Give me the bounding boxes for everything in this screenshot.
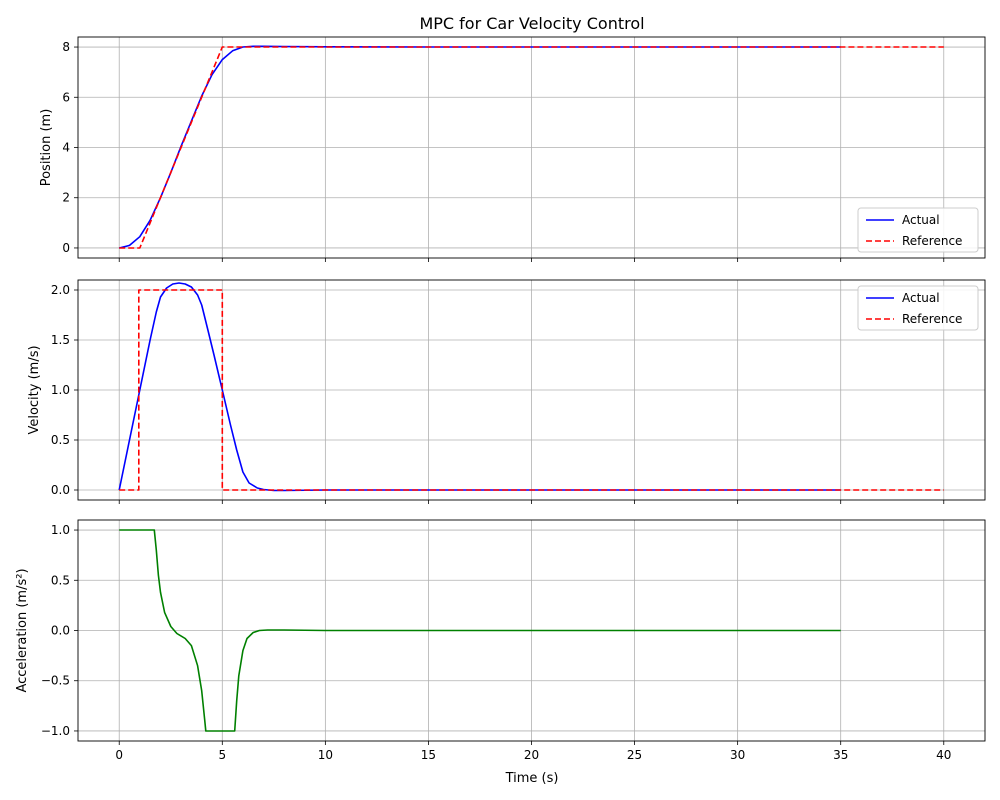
plot-frame <box>77 279 986 501</box>
series-line-actual <box>118 282 841 492</box>
y-axis-label: Acceleration (m/s²) <box>15 568 30 692</box>
x-tick-label: 35 <box>833 748 848 762</box>
chart-title: MPC for Car Velocity Control <box>419 14 644 33</box>
x-tick-label: 10 <box>318 748 333 762</box>
y-tick-label: 1.5 <box>51 333 70 347</box>
y-tick-label: 1.0 <box>51 523 70 537</box>
series-line-reference <box>119 46 944 249</box>
y-tick-label: 4 <box>62 141 70 155</box>
legend: Actual Reference <box>857 207 979 253</box>
y-tick-label: 1.0 <box>51 383 70 397</box>
y-tick-label: 0.0 <box>51 624 70 638</box>
legend: Actual Reference <box>857 285 979 331</box>
series-line-acceleration <box>119 529 841 732</box>
y-tick-label: 0 <box>62 241 70 255</box>
y-tick-label: 2.0 <box>51 283 70 297</box>
y-tick-label: 8 <box>62 40 70 54</box>
x-axis-label: Time (s) <box>505 771 559 786</box>
x-tick-label: 15 <box>421 748 436 762</box>
series-line-reference <box>119 289 944 491</box>
y-tick-label: 6 <box>62 90 70 104</box>
y-axis-label: Position (m) <box>39 109 54 187</box>
y-tick-label: 0.0 <box>51 483 70 497</box>
legend-label-actual: Actual <box>902 213 940 227</box>
x-tick-label: 30 <box>730 748 745 762</box>
subplot-1: 0 2 4 6 8 Position (m) Actual Reference <box>39 36 986 262</box>
x-tick-label: 5 <box>218 748 226 762</box>
legend-label-reference: Reference <box>902 312 962 326</box>
y-tick-label: −1.0 <box>41 724 70 738</box>
plot-frame <box>77 519 986 742</box>
legend-label-reference: Reference <box>902 234 962 248</box>
x-tick-label: 0 <box>115 748 123 762</box>
y-tick-label: −0.5 <box>41 674 70 688</box>
x-tick-label: 25 <box>627 748 642 762</box>
y-axis-label: Velocity (m/s) <box>27 345 42 434</box>
subplot-2: 0.0 0.5 1.0 1.5 2.0 Velocity (m/s) Actual Refer… <box>27 279 986 504</box>
x-tick-label: 40 <box>936 748 951 762</box>
y-tick-label: 2 <box>62 191 70 205</box>
x-tick-label: 20 <box>524 748 539 762</box>
legend-label-actual: Actual <box>902 291 940 305</box>
y-tick-label: 0.5 <box>51 573 70 587</box>
plot-frame <box>77 36 986 259</box>
y-tick-label: 0.5 <box>51 433 70 447</box>
subplot-3: 0 5 10 15 20 25 30 35 40 −1.0 −0.5 0.0 0.5 1.0 Acceler… <box>15 519 986 762</box>
